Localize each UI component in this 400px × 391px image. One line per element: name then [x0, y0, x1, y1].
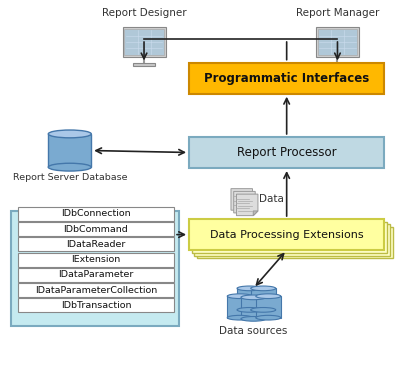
FancyBboxPatch shape	[316, 27, 359, 57]
FancyBboxPatch shape	[189, 137, 384, 168]
FancyBboxPatch shape	[189, 63, 384, 94]
FancyBboxPatch shape	[124, 29, 164, 55]
FancyBboxPatch shape	[122, 27, 166, 57]
FancyBboxPatch shape	[18, 237, 174, 251]
Text: Report Processor: Report Processor	[237, 146, 336, 159]
Text: IExtension: IExtension	[71, 255, 120, 264]
Text: IDbCommand: IDbCommand	[64, 224, 128, 234]
Text: Data Processing Extensions: Data Processing Extensions	[210, 230, 364, 240]
FancyBboxPatch shape	[327, 63, 348, 66]
Ellipse shape	[237, 307, 262, 312]
Bar	[237, 289, 262, 310]
FancyBboxPatch shape	[11, 211, 179, 326]
FancyBboxPatch shape	[189, 219, 384, 250]
Polygon shape	[234, 192, 255, 213]
Ellipse shape	[227, 294, 252, 299]
Text: IDbTransaction: IDbTransaction	[61, 301, 131, 310]
Ellipse shape	[256, 315, 281, 320]
Ellipse shape	[241, 317, 266, 321]
Polygon shape	[231, 189, 252, 210]
Polygon shape	[236, 194, 258, 216]
FancyBboxPatch shape	[197, 227, 392, 258]
FancyBboxPatch shape	[18, 268, 174, 282]
Polygon shape	[250, 208, 255, 213]
Ellipse shape	[251, 307, 276, 312]
Ellipse shape	[241, 295, 266, 300]
Text: IDataReader: IDataReader	[66, 240, 126, 249]
FancyBboxPatch shape	[133, 63, 155, 66]
Polygon shape	[248, 206, 252, 210]
Bar	[241, 297, 266, 319]
Text: Report Manager: Report Manager	[296, 7, 379, 18]
Text: Report Server Database: Report Server Database	[12, 173, 127, 182]
FancyBboxPatch shape	[318, 29, 357, 55]
Bar	[251, 289, 276, 310]
FancyBboxPatch shape	[18, 298, 174, 312]
FancyBboxPatch shape	[194, 224, 390, 256]
FancyBboxPatch shape	[18, 207, 174, 221]
Text: Report Designer: Report Designer	[102, 7, 186, 18]
FancyBboxPatch shape	[192, 222, 387, 253]
Ellipse shape	[227, 315, 252, 320]
Ellipse shape	[237, 286, 262, 291]
Text: Data processing API: Data processing API	[17, 213, 121, 223]
Text: IDataParameterCollection: IDataParameterCollection	[35, 285, 157, 295]
Text: Data: Data	[259, 194, 284, 204]
Ellipse shape	[256, 294, 281, 299]
Polygon shape	[253, 211, 258, 216]
Bar	[227, 296, 252, 317]
Ellipse shape	[48, 163, 91, 171]
Text: Data sources: Data sources	[219, 325, 288, 335]
Text: IDataParameter: IDataParameter	[58, 270, 134, 280]
Bar	[256, 296, 281, 317]
Ellipse shape	[48, 130, 91, 138]
Text: Programmatic Interfaces: Programmatic Interfaces	[204, 72, 369, 85]
Bar	[48, 134, 91, 167]
Text: IDbConnection: IDbConnection	[61, 209, 131, 219]
Ellipse shape	[251, 286, 276, 291]
FancyBboxPatch shape	[18, 283, 174, 297]
FancyBboxPatch shape	[18, 222, 174, 236]
FancyBboxPatch shape	[18, 253, 174, 267]
